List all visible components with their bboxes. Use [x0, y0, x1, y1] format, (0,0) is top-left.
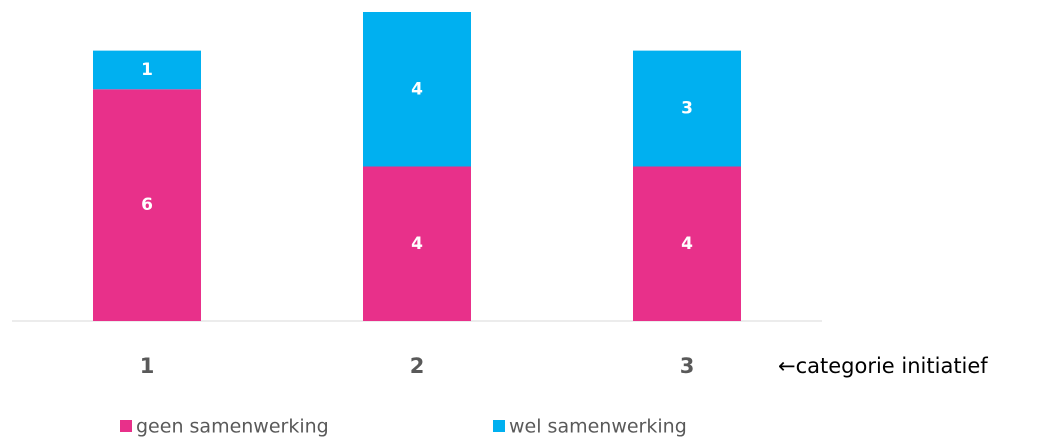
bar-segment: [633, 50, 741, 167]
bar-segment: [93, 89, 201, 321]
legend-swatch: [493, 420, 505, 432]
data-label: 3: [681, 99, 693, 119]
data-label: 1: [141, 60, 153, 80]
data-label: 4: [411, 79, 423, 99]
bar-segment: [363, 166, 471, 321]
data-label: 6: [141, 195, 153, 215]
bar-segment: [633, 166, 741, 321]
x-axis-label: ←categorie initiatief: [778, 354, 988, 378]
x-tick-label: 1: [140, 354, 155, 378]
legend-label: geen samenwerking: [136, 416, 329, 438]
x-tick-label: 3: [680, 354, 695, 378]
legend-swatch: [120, 420, 132, 432]
legend-label: wel samenwerking: [509, 416, 687, 438]
bar-segment: [93, 50, 201, 90]
x-tick-label: 2: [410, 354, 425, 378]
data-label: 4: [411, 234, 423, 254]
bar-segment: [363, 12, 471, 167]
data-label: 4: [681, 234, 693, 254]
